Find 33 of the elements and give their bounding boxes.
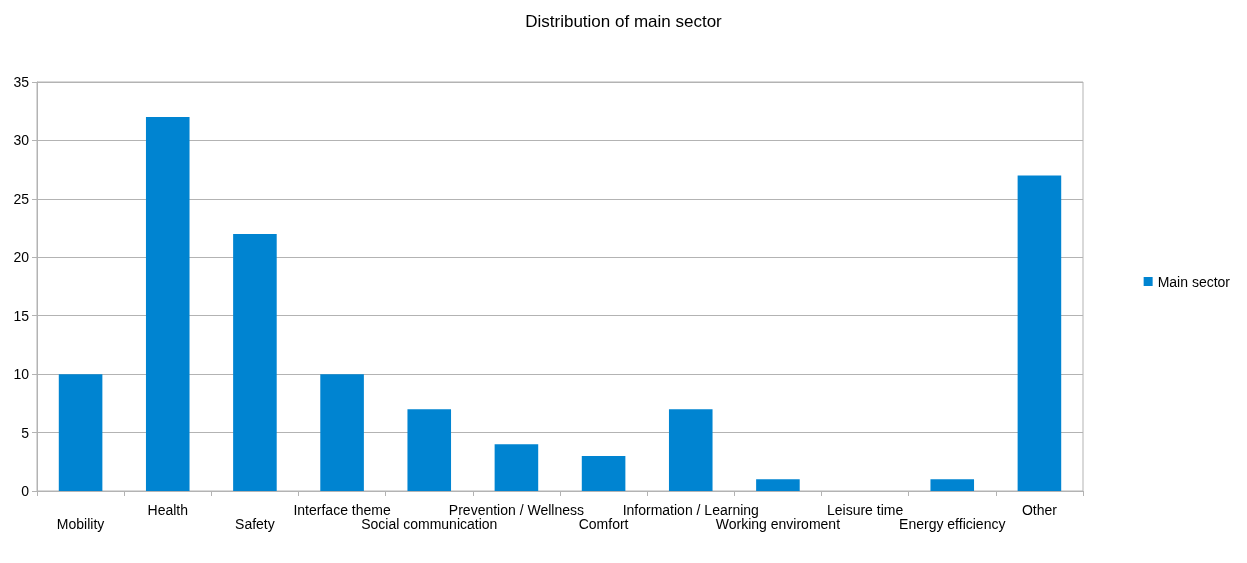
x-tick-label: Social communication bbox=[361, 516, 498, 532]
bar bbox=[58, 374, 103, 491]
bar bbox=[930, 479, 975, 491]
x-tick-label: Mobility bbox=[56, 516, 105, 532]
y-tick-label: 0 bbox=[21, 483, 30, 499]
legend-label: Main sector bbox=[1157, 273, 1231, 290]
y-tick-label: 30 bbox=[13, 132, 30, 149]
bar bbox=[668, 409, 713, 491]
bar bbox=[320, 374, 364, 491]
y-tick-label: 35 bbox=[13, 74, 30, 90]
x-tick-label: Health bbox=[147, 502, 188, 518]
x-tick-label: Prevention / Wellness bbox=[448, 502, 584, 518]
bar bbox=[494, 444, 539, 491]
x-tick-label: Working enviroment bbox=[715, 516, 841, 532]
x-tick-label: Safety bbox=[235, 516, 275, 532]
bar bbox=[756, 479, 800, 491]
y-tick-label: 20 bbox=[13, 249, 30, 266]
x-tick-label: Other bbox=[1021, 502, 1058, 518]
y-tick-label: 15 bbox=[13, 307, 30, 324]
bar bbox=[407, 409, 452, 491]
bar bbox=[581, 455, 626, 491]
x-tick-label: Information / Learning bbox=[622, 502, 759, 518]
x-tick-label: Interface theme bbox=[293, 502, 391, 518]
y-tick-label: 10 bbox=[13, 366, 30, 383]
x-tick-label: Leisure time bbox=[826, 502, 904, 518]
x-tick-label: Energy efficiency bbox=[899, 516, 1006, 532]
bar bbox=[1017, 175, 1062, 491]
y-tick-label: 25 bbox=[13, 190, 30, 207]
bar bbox=[233, 233, 277, 491]
x-tick-label: Comfort bbox=[578, 516, 629, 532]
bar bbox=[145, 117, 190, 491]
chart-title: Distribution of main sector bbox=[525, 12, 723, 31]
y-tick-label: 5 bbox=[21, 424, 30, 441]
